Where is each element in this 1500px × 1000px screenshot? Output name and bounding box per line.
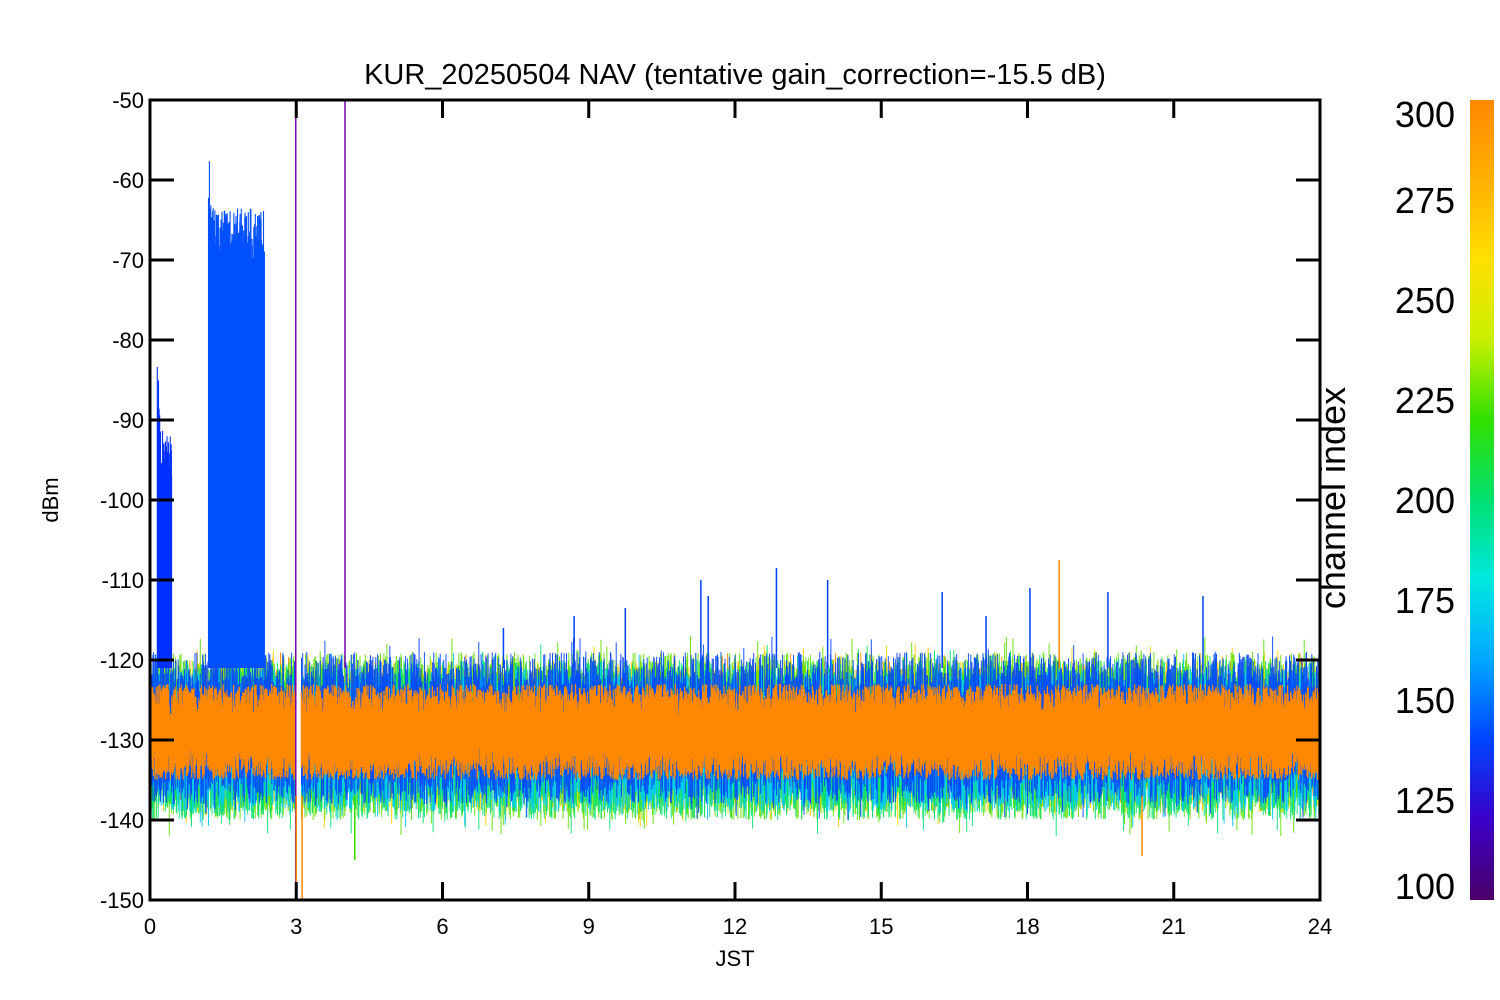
y-tick-label: -60	[112, 168, 144, 193]
x-axis: 0 3 6 9 12 15 18 21 24	[144, 100, 1332, 939]
plot-area	[150, 100, 1320, 900]
colorbar-label: channel index	[1312, 387, 1353, 609]
x-tick-label: 15	[869, 914, 893, 939]
chart-title: KUR_20250504 NAV (tentative gain_correct…	[364, 59, 1106, 91]
colorbar-tick-label: 250	[1395, 280, 1455, 321]
x-tick-label: 24	[1308, 914, 1332, 939]
x-tick-label: 9	[583, 914, 595, 939]
x-tick-label: 21	[1162, 914, 1186, 939]
x-axis-label: JST	[715, 946, 754, 971]
y-tick-label: -120	[100, 648, 144, 673]
event-burst	[207, 161, 265, 668]
y-tick-label: -130	[100, 728, 144, 753]
colorbar-tick-label: 125	[1395, 780, 1455, 821]
y-tick-label: -110	[102, 568, 144, 593]
x-tick-label: 18	[1015, 914, 1039, 939]
y-axis-label: dBm	[38, 477, 63, 522]
series-core-trace	[150, 684, 1320, 780]
y-tick-label: -90	[112, 408, 144, 433]
y-tick-label: -80	[112, 328, 144, 353]
colorbar-tick-label: 225	[1395, 380, 1455, 421]
colorbar-axis: 300 275 250 225 200 175 150 125 100	[1395, 94, 1455, 907]
x-tick-label: 12	[723, 914, 747, 939]
colorbar-tick-label: 300	[1395, 94, 1455, 135]
colorbar-tick-label: 200	[1395, 480, 1455, 521]
x-tick-label: 0	[144, 914, 156, 939]
x-tick-label: 3	[290, 914, 302, 939]
colorbar-tick-label: 150	[1395, 680, 1455, 721]
y-tick-label: -50	[112, 88, 144, 113]
y-axis: -50 -60 -70 -80 -90 -100 -110 -120 -130 -140 -150	[100, 88, 1320, 913]
y-tick-label: -100	[100, 488, 144, 513]
colorbar-tick-label: 275	[1395, 180, 1455, 221]
y-tick-label: -140	[100, 808, 144, 833]
y-tick-label: -150	[100, 888, 144, 913]
colorbar-tick-label: 175	[1395, 580, 1455, 621]
colorbar-tick-label: 100	[1395, 866, 1455, 907]
colorbar	[1470, 100, 1494, 900]
x-tick-label: 6	[436, 914, 448, 939]
event-burst	[156, 366, 173, 668]
y-tick-label: -70	[112, 248, 144, 273]
